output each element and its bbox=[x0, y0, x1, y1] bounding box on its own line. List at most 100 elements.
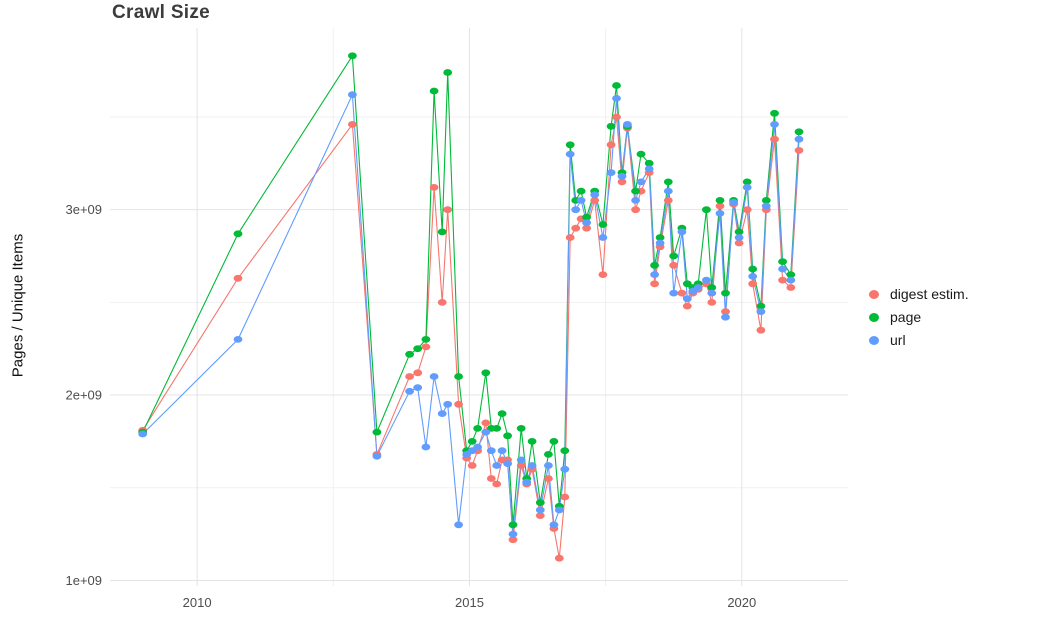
data-point-url bbox=[405, 387, 414, 395]
data-point-url bbox=[693, 284, 703, 291]
data-point-page bbox=[576, 187, 586, 195]
data-point-url bbox=[715, 210, 725, 217]
data-point-url bbox=[503, 460, 512, 467]
legend-item-url: url bbox=[869, 332, 969, 348]
data-point-page bbox=[663, 178, 673, 186]
data-point-digest-estim- bbox=[794, 147, 804, 154]
data-point-page bbox=[770, 109, 779, 117]
data-point-url bbox=[707, 289, 717, 297]
data-point-url bbox=[650, 271, 659, 278]
data-point-url bbox=[413, 384, 423, 391]
data-point-page bbox=[612, 82, 621, 89]
data-point-digest-estim- bbox=[454, 400, 463, 408]
data-point-url bbox=[794, 135, 804, 143]
data-point-digest-estim- bbox=[786, 284, 796, 291]
data-point-page bbox=[473, 425, 482, 432]
data-point-url bbox=[729, 198, 738, 206]
y-tick-label: 2e+09 bbox=[65, 388, 102, 403]
data-point-digest-estim- bbox=[571, 224, 581, 232]
data-point-digest-estim- bbox=[631, 206, 640, 214]
data-point-page bbox=[778, 258, 787, 265]
data-point-url bbox=[492, 462, 502, 469]
data-point-url bbox=[554, 506, 564, 514]
data-point-digest-estim- bbox=[516, 462, 526, 469]
data-point-url bbox=[742, 184, 752, 191]
data-point-digest-estim- bbox=[778, 276, 787, 284]
data-point-digest-estim- bbox=[756, 326, 766, 334]
x-tick-label: 2010 bbox=[183, 595, 212, 610]
data-point-url bbox=[721, 313, 730, 321]
data-point-page bbox=[702, 206, 711, 214]
data-point-page bbox=[544, 451, 553, 458]
data-point-digest-estim- bbox=[443, 206, 453, 214]
data-point-page bbox=[715, 197, 725, 204]
chart-title: Crawl Size bbox=[112, 2, 211, 23]
data-point-digest-estim- bbox=[554, 554, 564, 562]
data-point-page bbox=[756, 302, 766, 310]
data-point-url bbox=[565, 150, 575, 158]
data-point-page bbox=[503, 432, 512, 440]
y-tick-label: 3e+09 bbox=[65, 202, 102, 217]
data-point-digest-estim- bbox=[707, 299, 717, 306]
data-point-page bbox=[606, 122, 616, 130]
data-point-digest-estim- bbox=[721, 308, 730, 315]
data-point-digest-estim- bbox=[492, 480, 502, 488]
legend-label: page bbox=[890, 309, 922, 325]
data-point-url bbox=[421, 443, 431, 451]
data-point-digest-estim- bbox=[437, 299, 447, 306]
data-point-page bbox=[650, 261, 659, 269]
data-point-digest-estim- bbox=[405, 373, 414, 380]
data-point-digest-estim- bbox=[590, 197, 600, 204]
data-point-url bbox=[617, 172, 627, 180]
data-point-page bbox=[413, 345, 423, 353]
data-point-page bbox=[636, 150, 646, 158]
data-point-url bbox=[631, 197, 640, 204]
data-point-page bbox=[707, 284, 717, 291]
x-tick-label: 2015 bbox=[455, 595, 484, 610]
data-point-digest-estim- bbox=[606, 141, 616, 149]
data-point-page bbox=[233, 230, 243, 238]
data-point-digest-estim- bbox=[565, 234, 575, 241]
data-point-url bbox=[612, 95, 621, 102]
data-point-url bbox=[702, 276, 711, 284]
data-point-digest-estim- bbox=[429, 184, 439, 191]
x-tick-label: 2020 bbox=[727, 595, 756, 610]
data-point-page bbox=[372, 428, 382, 436]
legend-dot-icon bbox=[869, 312, 879, 322]
data-point-url bbox=[682, 295, 692, 303]
data-point-url bbox=[481, 428, 491, 436]
data-point-digest-estim- bbox=[467, 462, 477, 469]
data-point-url bbox=[527, 462, 537, 469]
data-point-digest-estim- bbox=[734, 239, 744, 247]
legend-item-digest-estim-: digest estim. bbox=[869, 286, 969, 302]
data-point-url bbox=[663, 187, 673, 195]
data-point-page bbox=[516, 425, 526, 432]
data-point-url bbox=[516, 456, 526, 464]
data-point-page bbox=[742, 178, 752, 186]
data-point-url bbox=[138, 430, 148, 438]
data-point-page bbox=[467, 438, 477, 445]
legend-item-page: page bbox=[869, 309, 969, 325]
data-point-url bbox=[655, 239, 665, 247]
data-point-url bbox=[437, 410, 447, 417]
data-point-url bbox=[473, 443, 482, 451]
data-point-page bbox=[348, 52, 357, 60]
data-point-page bbox=[549, 438, 559, 445]
data-point-page bbox=[560, 447, 570, 455]
data-point-page bbox=[631, 187, 640, 195]
data-point-digest-estim- bbox=[715, 202, 725, 210]
data-point-digest-estim- bbox=[669, 261, 679, 269]
data-point-url bbox=[372, 452, 382, 460]
data-point-url bbox=[429, 373, 439, 380]
data-point-digest-estim- bbox=[582, 224, 591, 232]
legend-label: url bbox=[890, 332, 906, 348]
data-point-url bbox=[636, 178, 646, 186]
data-point-url bbox=[576, 197, 586, 204]
data-point-url bbox=[348, 91, 357, 99]
data-point-page bbox=[748, 265, 758, 273]
data-point-page bbox=[721, 289, 730, 297]
data-point-page bbox=[734, 228, 744, 236]
data-point-url bbox=[522, 478, 532, 486]
